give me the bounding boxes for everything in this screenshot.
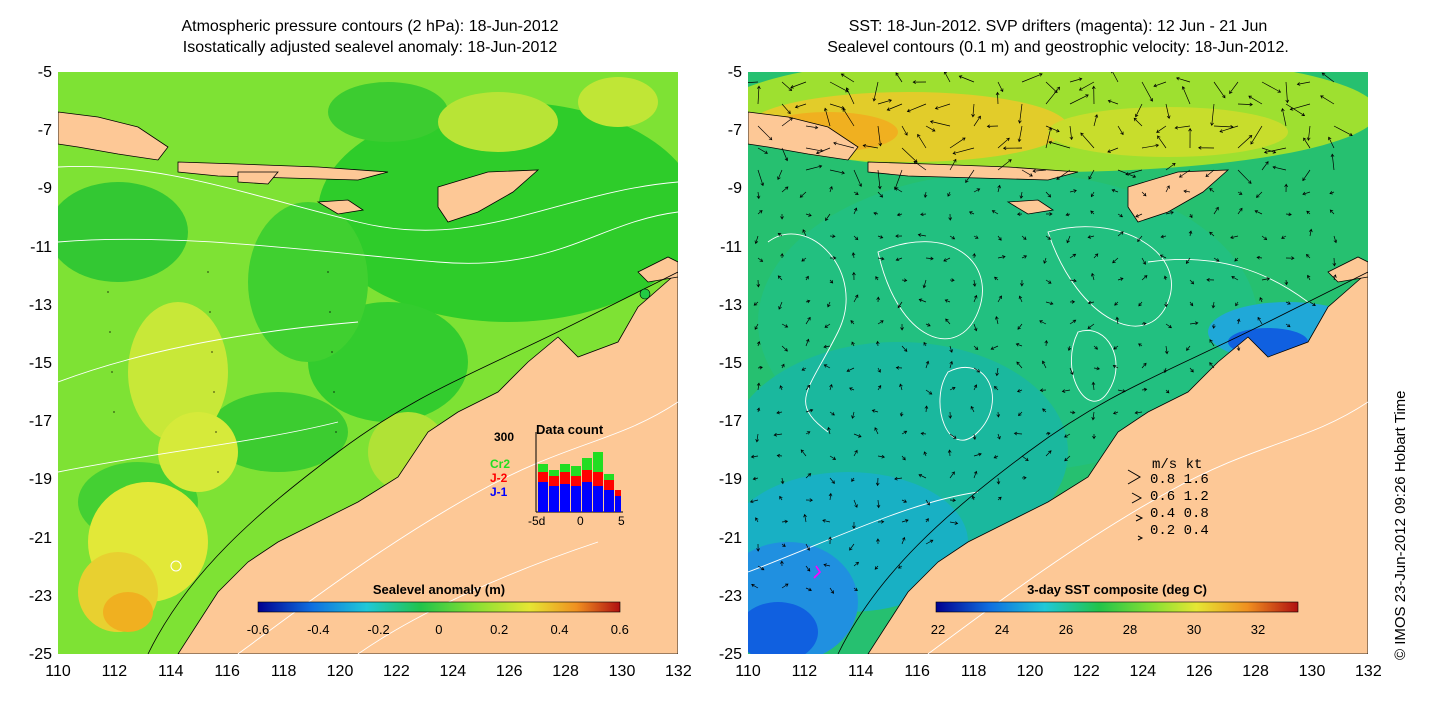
left-lon-tick-2: 114	[158, 663, 184, 680]
right-panel-title: SST: 18-Jun-2012. SVP drifters (magenta)…	[748, 16, 1368, 58]
right-lon-tick-4: 118	[960, 663, 987, 680]
left-lat-tick-6: -17	[28, 413, 52, 431]
left-lat-tick-7: -19	[28, 471, 52, 489]
left-lon-tick-4: 118	[270, 663, 297, 680]
right-lon-tick-5: 120	[1016, 663, 1044, 680]
sst-map	[748, 72, 1368, 654]
right-lat-tick-1: -7	[727, 122, 742, 140]
sst-map-graphic	[748, 72, 1368, 654]
data-count-series-j2: J-2	[490, 471, 508, 485]
left-cbar-tick-4: 0.2	[490, 622, 509, 637]
left-cbar-tick-5: 0.4	[550, 622, 569, 637]
right-lat-tick-8: -21	[718, 529, 742, 547]
right-lat-tick-10: -25	[718, 646, 742, 663]
right-colorbar-title: 3-day SST composite (deg C)	[1027, 582, 1207, 597]
left-lon-tick-11: 132	[665, 663, 692, 680]
imos-credit: © IMOS 23-Jun-2012 09:26 Hobart Time	[1392, 390, 1409, 660]
right-lon-tick-1: 112	[791, 663, 818, 680]
left-lat-tick-0: -5	[37, 64, 52, 81]
right-lon-tick-2: 114	[848, 663, 874, 680]
left-cbar-tick-0: -0.6	[246, 622, 270, 637]
right-lon-tick-0: 110	[735, 663, 761, 680]
left-title-line2: Isostatically adjusted sealevel anomaly:…	[182, 39, 558, 56]
right-cbar-tick-2: 26	[1058, 622, 1074, 637]
left-lat-tick-3: -11	[30, 238, 52, 256]
left-panel-title: Atmospheric pressure contours (2 hPa): 1…	[60, 16, 680, 58]
right-cbar-tick-1: 24	[994, 622, 1010, 637]
data-count-series-cr2: Cr2	[490, 457, 511, 471]
left-lat-tick-1: -7	[37, 122, 52, 140]
left-lat-tick-9: -23	[28, 587, 52, 605]
right-title-line1: SST: 18-Jun-2012. SVP drifters (magenta)…	[848, 18, 1268, 35]
right-cbar-tick-0: 22	[930, 622, 946, 637]
right-lon-tick-10: 130	[1298, 663, 1326, 680]
left-lon-tick-5: 120	[326, 663, 354, 680]
velocity-legend-row-4: 0.2 0.4	[1150, 523, 1209, 539]
left-colorbar-title: Sealevel anomaly (m)	[372, 582, 506, 597]
left-cbar-tick-1: -0.4	[307, 622, 330, 637]
left-lon-tick-7: 124	[439, 663, 467, 680]
right-lon-tick-3: 116	[904, 663, 930, 680]
right-lon-tick-7: 124	[1129, 663, 1157, 680]
left-lat-tick-5: -15	[28, 355, 52, 372]
data-count-xtick-1: -5d	[528, 514, 546, 528]
left-cbar-tick-2: -0.2	[367, 622, 390, 637]
left-cbar-tick-6: 0.6	[610, 622, 629, 637]
left-lon-tick-6: 122	[383, 663, 410, 680]
right-lon-tick-9: 128	[1242, 663, 1269, 680]
data-count-inset	[535, 432, 623, 513]
right-lat-tick-0: -5	[727, 64, 742, 81]
right-cbar-tick-5: 32	[1250, 622, 1266, 637]
left-lon-tick-3: 116	[214, 663, 240, 680]
left-cbar-tick-3: 0	[435, 622, 443, 637]
right-cbar-tick-3: 28	[1122, 622, 1138, 637]
sealevel-anomaly-map	[58, 72, 678, 654]
velocity-legend-row-2: 0.6 1.2	[1150, 489, 1209, 505]
left-title-line1: Atmospheric pressure contours (2 hPa): 1…	[181, 18, 559, 35]
left-lat-tick-8: -21	[28, 529, 52, 547]
left-lon-tick-8: 126	[495, 663, 523, 680]
left-lat-tick-10: -25	[28, 646, 52, 663]
velocity-legend-row-1: 0.8 1.6	[1150, 472, 1209, 488]
sealevel-anomaly-map-graphic	[58, 72, 678, 654]
right-lon-tick-11: 132	[1355, 663, 1382, 680]
right-lat-tick-4: -13	[718, 296, 742, 314]
data-count-max: 300	[494, 430, 515, 444]
right-lat-tick-9: -23	[718, 587, 742, 605]
left-lat-tick-4: -13	[28, 296, 52, 314]
right-lat-tick-6: -17	[718, 413, 742, 431]
right-lon-tick-8: 126	[1185, 663, 1213, 680]
data-count-xtick-3: 5	[618, 514, 625, 528]
left-lon-tick-1: 112	[101, 663, 128, 680]
right-lat-tick-3: -11	[720, 238, 742, 256]
right-cbar-tick-4: 30	[1186, 622, 1202, 637]
right-lon-tick-6: 122	[1073, 663, 1100, 680]
right-lat-tick-2: -9	[727, 180, 742, 198]
right-lat-tick-7: -19	[718, 471, 742, 489]
right-lat-tick-5: -15	[718, 355, 742, 372]
velocity-legend-row-3: 0.4 0.8	[1150, 506, 1209, 522]
data-count-title: Data count	[536, 422, 604, 437]
left-lon-tick-10: 130	[608, 663, 636, 680]
left-lat-tick-2: -9	[37, 180, 52, 198]
data-count-series-j1: J-1	[490, 485, 508, 499]
velocity-legend-header: m/s kt	[1152, 457, 1203, 473]
left-lon-tick-0: 110	[45, 663, 71, 680]
left-lon-tick-9: 128	[552, 663, 579, 680]
right-title-line2: Sealevel contours (0.1 m) and geostrophi…	[827, 39, 1289, 56]
data-count-xtick-2: 0	[577, 514, 584, 528]
